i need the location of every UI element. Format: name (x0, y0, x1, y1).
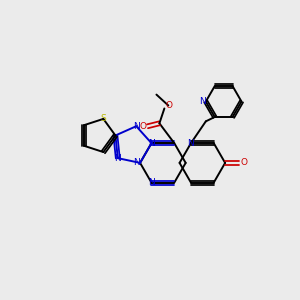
Text: N: N (200, 97, 206, 106)
Text: N: N (133, 122, 140, 131)
Text: O: O (139, 122, 146, 131)
Text: N: N (148, 139, 155, 148)
Text: N: N (148, 139, 155, 148)
Text: N: N (133, 158, 140, 167)
Text: O: O (241, 158, 248, 167)
Text: N: N (148, 178, 155, 187)
Text: O: O (166, 101, 173, 110)
Text: N: N (188, 139, 194, 148)
Text: S: S (100, 114, 106, 123)
Text: N: N (114, 154, 121, 163)
